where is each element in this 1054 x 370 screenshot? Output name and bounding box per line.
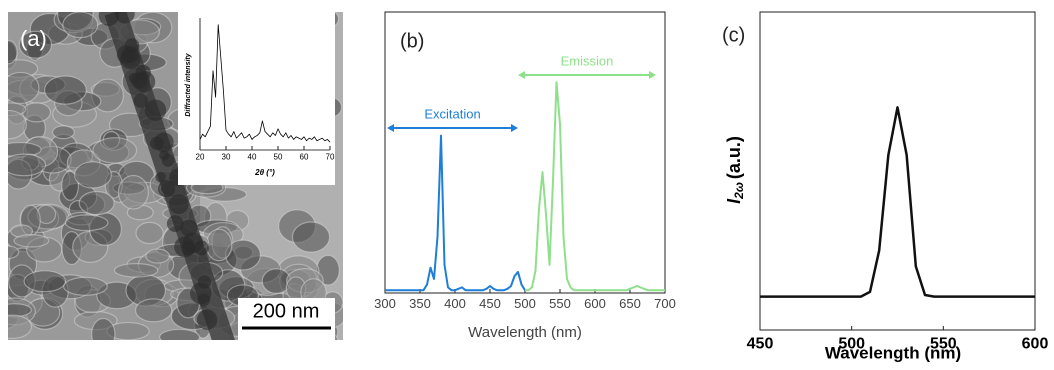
annotation-label: Excitation	[424, 106, 480, 121]
x-tick-label: 650	[619, 296, 641, 311]
x-tick-label: 500	[838, 336, 865, 353]
scale-bar-box	[238, 298, 335, 340]
tem-rod-particle	[115, 12, 135, 24]
plot-frame	[759, 11, 1036, 331]
tem-particle	[8, 39, 18, 65]
tem-particle	[8, 109, 27, 140]
tem-particle	[13, 233, 50, 248]
tem-particle	[21, 102, 52, 123]
y-axis-label: Diffracted intensity	[185, 52, 192, 116]
x-tick-label: 600	[584, 296, 606, 311]
x-tick-label: 40	[248, 152, 257, 161]
x-tick-label: 20	[196, 152, 205, 161]
tem-rod-particle	[197, 293, 211, 307]
tem-rod-particle	[180, 219, 198, 237]
tem-particle	[62, 12, 99, 39]
x-tick-label: 600	[1022, 336, 1049, 353]
tem-particle	[113, 262, 159, 278]
tem-particle	[8, 314, 33, 340]
tem-rod-particle	[98, 12, 120, 26]
x-tick-label: 350	[409, 296, 431, 311]
annotation-label: Emission	[561, 53, 614, 68]
tem-particle	[23, 270, 67, 293]
tem-rod-particle	[144, 99, 167, 121]
tem-rod-particle	[157, 180, 176, 198]
plot-frame	[384, 11, 666, 294]
tem-particle	[134, 298, 173, 323]
tem-rod-particle	[133, 71, 156, 93]
tem-particle	[8, 303, 32, 318]
x-tick-label: 50	[274, 152, 283, 161]
y-label-subscript: 2ω	[732, 182, 746, 200]
inset-background	[178, 12, 335, 185]
tem-particle	[117, 174, 149, 210]
tem-particle	[291, 221, 331, 253]
tem-rod-particle	[128, 72, 140, 84]
arrow-head	[518, 71, 525, 79]
tem-particle	[8, 245, 20, 260]
arrow-head	[649, 71, 656, 79]
series-line	[385, 134, 526, 292]
x-axis-label: Wavelength (nm)	[825, 343, 961, 362]
x-axis-label: 2θ (°)	[254, 168, 275, 177]
x-axis-label: Wavelength (nm)	[468, 324, 582, 341]
tem-rod-particle	[197, 275, 212, 289]
tem-particle	[52, 125, 75, 140]
tem-rod-particle	[181, 241, 196, 256]
tem-particle	[78, 190, 115, 216]
arrow-head	[511, 124, 518, 132]
x-tick-label: 550	[930, 336, 957, 353]
tem-particle	[62, 276, 108, 296]
panel-label: (a)	[20, 26, 47, 51]
series-line	[525, 81, 665, 292]
tem-particle	[61, 170, 80, 201]
tem-rod-particle	[168, 194, 189, 215]
tem-particle	[92, 137, 138, 164]
tem-rod-particle	[196, 309, 218, 330]
series-line	[199, 24, 331, 143]
x-tick-label: 450	[479, 296, 501, 311]
tem-particle	[44, 75, 87, 105]
x-tick-label: 500	[514, 296, 536, 311]
y-label-symbol: I	[724, 198, 744, 204]
panel-label: (b)	[400, 30, 424, 52]
y-label-unit: (a.u.)	[724, 136, 744, 179]
panel-label: (c)	[722, 24, 745, 46]
tem-rod-particle	[150, 136, 164, 151]
tem-particle	[8, 153, 47, 177]
series-line	[760, 106, 1035, 298]
x-tick-label: 70	[326, 152, 335, 161]
tem-particle	[91, 317, 116, 340]
tem-particle	[8, 71, 40, 105]
tem-particle	[73, 161, 112, 189]
tem-particle	[205, 228, 233, 262]
arrow-head	[387, 124, 394, 132]
tem-particle	[135, 221, 164, 245]
tem-particle	[64, 214, 109, 232]
tem-particle	[18, 30, 53, 59]
tem-rod-particle	[161, 153, 175, 167]
x-tick-label: 450	[747, 336, 774, 353]
x-tick-label: 60	[300, 152, 309, 161]
tem-rod-particle	[155, 171, 166, 183]
scale-bar-label: 200 nm	[253, 300, 320, 322]
x-tick-label: 400	[444, 296, 466, 311]
x-tick-label: 30	[222, 152, 231, 161]
tem-rod-particle	[133, 93, 148, 108]
tem-rod-particle	[194, 240, 209, 256]
tem-rod-particle	[166, 215, 184, 232]
x-tick-label: 300	[374, 296, 396, 311]
x-tick-label: 550	[549, 296, 571, 311]
tem-particle	[159, 328, 201, 340]
tem-particle	[145, 248, 170, 264]
tem-rod-particle	[116, 45, 136, 64]
x-tick-label: 700	[654, 296, 676, 311]
y-axis-label: I2ω (a.u.)	[724, 136, 746, 204]
